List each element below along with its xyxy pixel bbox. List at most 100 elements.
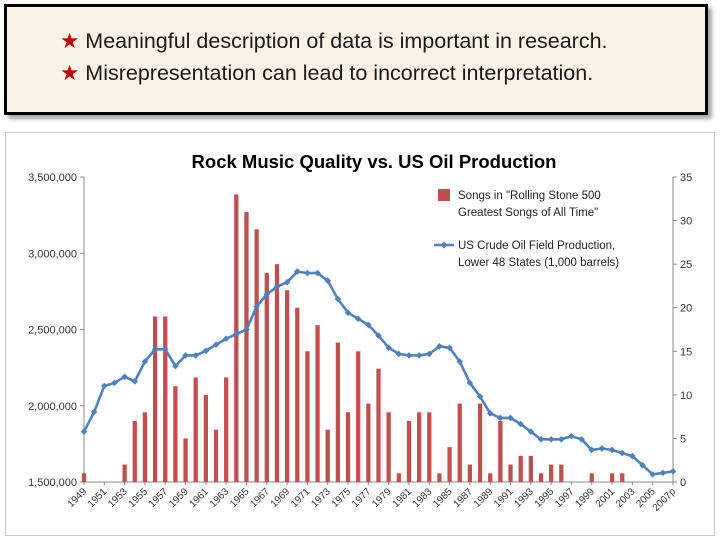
x-tick-label: 2003 — [614, 486, 638, 510]
bar — [386, 412, 391, 482]
x-tick-label: 1959 — [167, 486, 191, 510]
x-tick-label: 1967 — [248, 486, 272, 510]
bar — [234, 194, 239, 482]
note-line-1: ★ Meaningful description of data is impor… — [60, 29, 608, 54]
right-tick-label: 0 — [680, 477, 686, 489]
line-marker — [161, 346, 169, 353]
line-marker — [365, 321, 372, 329]
bar — [518, 455, 523, 482]
line-marker — [293, 268, 301, 275]
x-tick-label: 1965 — [228, 486, 252, 510]
legend-bar-label-2: Greatest Songs of All Time" — [458, 207, 598, 219]
bar — [274, 264, 280, 482]
bar — [295, 307, 300, 482]
bar — [244, 211, 249, 482]
line-marker — [212, 341, 220, 349]
line-marker — [354, 315, 362, 323]
right-tick-label: 35 — [680, 172, 692, 184]
line-marker — [618, 449, 626, 457]
line-marker — [121, 373, 128, 381]
line-marker — [192, 352, 200, 359]
x-tick-label: 1991 — [492, 486, 516, 510]
note-line-2: ★ Misrepresentation can lead to incorrect… — [60, 61, 593, 86]
x-tick-label: 1997 — [553, 486, 577, 510]
bar — [325, 429, 330, 482]
line-marker — [608, 446, 616, 454]
line-marker — [507, 414, 514, 422]
line-marker — [182, 352, 189, 359]
line-marker — [649, 471, 656, 478]
x-tick-label: 1977 — [350, 486, 374, 510]
line-marker — [578, 436, 585, 443]
bar — [356, 351, 361, 482]
x-tick-label: 1957 — [147, 486, 171, 510]
star-icon: ★ — [60, 61, 80, 85]
combo-chart: Rock Music Quality vs. US Oil Production… — [28, 151, 692, 514]
line-marker — [456, 358, 464, 365]
x-tick-label: 1969 — [269, 486, 293, 510]
left-tick-label: 3,000,000 — [28, 248, 77, 260]
bar — [173, 386, 178, 482]
line-marker — [395, 350, 403, 358]
line-marker — [111, 379, 118, 387]
left-tick-label: 2,500,000 — [28, 325, 77, 337]
right-tick-label: 5 — [680, 433, 686, 445]
line-marker — [385, 344, 392, 352]
bar — [427, 412, 432, 482]
x-tick-label: 1993 — [512, 486, 536, 510]
notes-box: ★ Meaningful description of data is impor… — [4, 4, 708, 115]
bar — [193, 377, 198, 482]
chart-title: Rock Music Quality vs. US Oil Production — [192, 151, 557, 172]
left-tick-label: 2,000,000 — [28, 401, 77, 413]
bar — [467, 464, 473, 482]
x-tick-label: 1979 — [370, 486, 394, 510]
bar — [203, 394, 208, 482]
note-text-2: Misrepresentation can lead to incorrect … — [85, 61, 594, 85]
bar — [559, 464, 564, 482]
line-marker — [202, 347, 210, 355]
line-marker — [436, 342, 443, 350]
note-text-1: Meaningful description of data is import… — [85, 29, 608, 53]
x-tick-label: 1981 — [391, 486, 415, 510]
bar — [549, 464, 554, 482]
line-marker — [588, 446, 596, 454]
line-marker — [446, 344, 453, 352]
bar — [254, 229, 259, 482]
line-marker — [263, 291, 271, 298]
bar — [345, 412, 351, 482]
x-tick-label: 2007p — [651, 486, 679, 514]
line-marker — [283, 278, 291, 286]
line-marker — [324, 277, 332, 284]
x-tick-label: 1995 — [533, 486, 557, 510]
line-marker — [375, 332, 382, 339]
bar — [498, 421, 503, 482]
bar — [376, 368, 381, 482]
star-icon: ★ — [60, 29, 80, 53]
line-marker — [304, 269, 311, 277]
left-tick-label: 1,500,000 — [28, 477, 77, 489]
bar — [589, 473, 594, 482]
right-tick-label: 25 — [680, 259, 692, 271]
legend-bar-label-1: Songs in "Rolling Stone 500 — [458, 190, 601, 202]
x-tick-label: 1983 — [411, 486, 435, 510]
bar — [396, 473, 401, 482]
right-tick-label: 15 — [680, 346, 692, 358]
bar — [437, 473, 442, 482]
line-marker — [497, 414, 504, 422]
x-tick-label: 1989 — [472, 486, 496, 510]
line-marker — [629, 452, 636, 460]
x-tick-label: 1999 — [573, 486, 597, 510]
line-marker — [547, 436, 555, 443]
line-marker — [568, 432, 575, 440]
legend-line-label-1: US Crude Oil Field Production, — [458, 240, 615, 252]
x-tick-label: 1955 — [127, 486, 151, 510]
x-tick-label: 1987 — [452, 486, 476, 510]
bar — [264, 272, 269, 482]
legend-line-marker — [440, 241, 448, 249]
x-tick-label: 1963 — [208, 486, 232, 510]
line-marker — [517, 420, 524, 428]
bar — [609, 473, 615, 482]
bar — [620, 473, 625, 482]
line-marker — [172, 362, 179, 370]
line-marker — [314, 269, 321, 277]
